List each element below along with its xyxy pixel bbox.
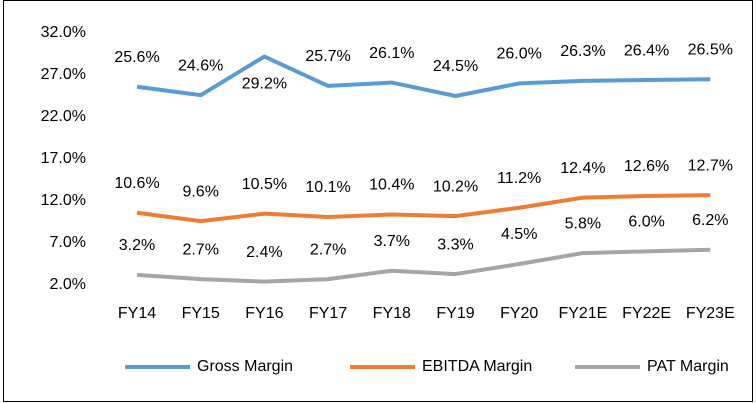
data-label: 24.5% [433, 58, 478, 75]
data-label: 5.8% [565, 215, 601, 232]
y-tick-label: 12.0% [41, 192, 86, 209]
x-tick-label: FY21E [558, 305, 607, 322]
data-label: 4.5% [501, 226, 537, 243]
data-label: 10.5% [242, 176, 287, 193]
data-label: 3.7% [374, 233, 410, 250]
data-label: 2.7% [310, 241, 346, 258]
x-tick-label: FY19 [436, 305, 474, 322]
data-label: 25.6% [114, 49, 159, 66]
chart-frame [3, 0, 753, 402]
x-tick-label: FY20 [500, 305, 538, 322]
series-line [136, 193, 711, 224]
data-label: 12.6% [624, 158, 669, 175]
y-tick-label: 32.0% [41, 24, 86, 41]
data-label: 3.3% [437, 236, 473, 253]
x-tick-label: FY15 [182, 305, 220, 322]
data-label: 6.2% [692, 212, 728, 229]
x-tick-label: FY22E [622, 305, 671, 322]
data-label: 24.6% [178, 57, 223, 74]
x-tick-label: FY18 [373, 305, 411, 322]
x-tick-label: FY14 [118, 305, 156, 322]
x-tick-label: FY23E [686, 305, 735, 322]
data-label: 29.2% [242, 76, 287, 93]
data-label: 11.2% [497, 170, 541, 187]
data-label: 3.2% [119, 237, 155, 254]
data-label: 2.4% [246, 244, 282, 261]
data-label: 6.0% [628, 214, 664, 231]
data-label: 12.4% [560, 160, 605, 177]
data-label: 26.4% [624, 42, 669, 59]
data-label: 9.6% [182, 183, 218, 200]
x-tick-label: FY17 [309, 305, 347, 322]
legend-label: EBITDA Margin [422, 358, 532, 375]
y-tick-label: 22.0% [41, 108, 86, 125]
data-label: 25.7% [305, 48, 350, 65]
y-tick-label: 17.0% [41, 150, 86, 167]
series-line [136, 54, 711, 98]
x-tick-label: FY16 [245, 305, 283, 322]
data-label: 26.1% [369, 45, 414, 62]
data-label: 26.0% [497, 46, 542, 63]
data-label: 10.6% [114, 175, 159, 192]
legend-label: Gross Margin [197, 358, 293, 375]
data-label: 10.1% [305, 179, 350, 196]
y-tick-label: 27.0% [41, 66, 86, 83]
data-label: 26.3% [560, 43, 605, 60]
data-label: 2.7% [182, 241, 218, 258]
legend-label: PAT Margin [647, 358, 729, 375]
series-line [136, 247, 711, 284]
data-label: 26.5% [688, 41, 733, 58]
y-tick-label: 2.0% [50, 276, 86, 293]
data-label: 10.4% [369, 177, 414, 194]
data-label: 12.7% [688, 157, 733, 174]
y-tick-label: 7.0% [50, 234, 86, 251]
data-label: 10.2% [433, 178, 478, 195]
